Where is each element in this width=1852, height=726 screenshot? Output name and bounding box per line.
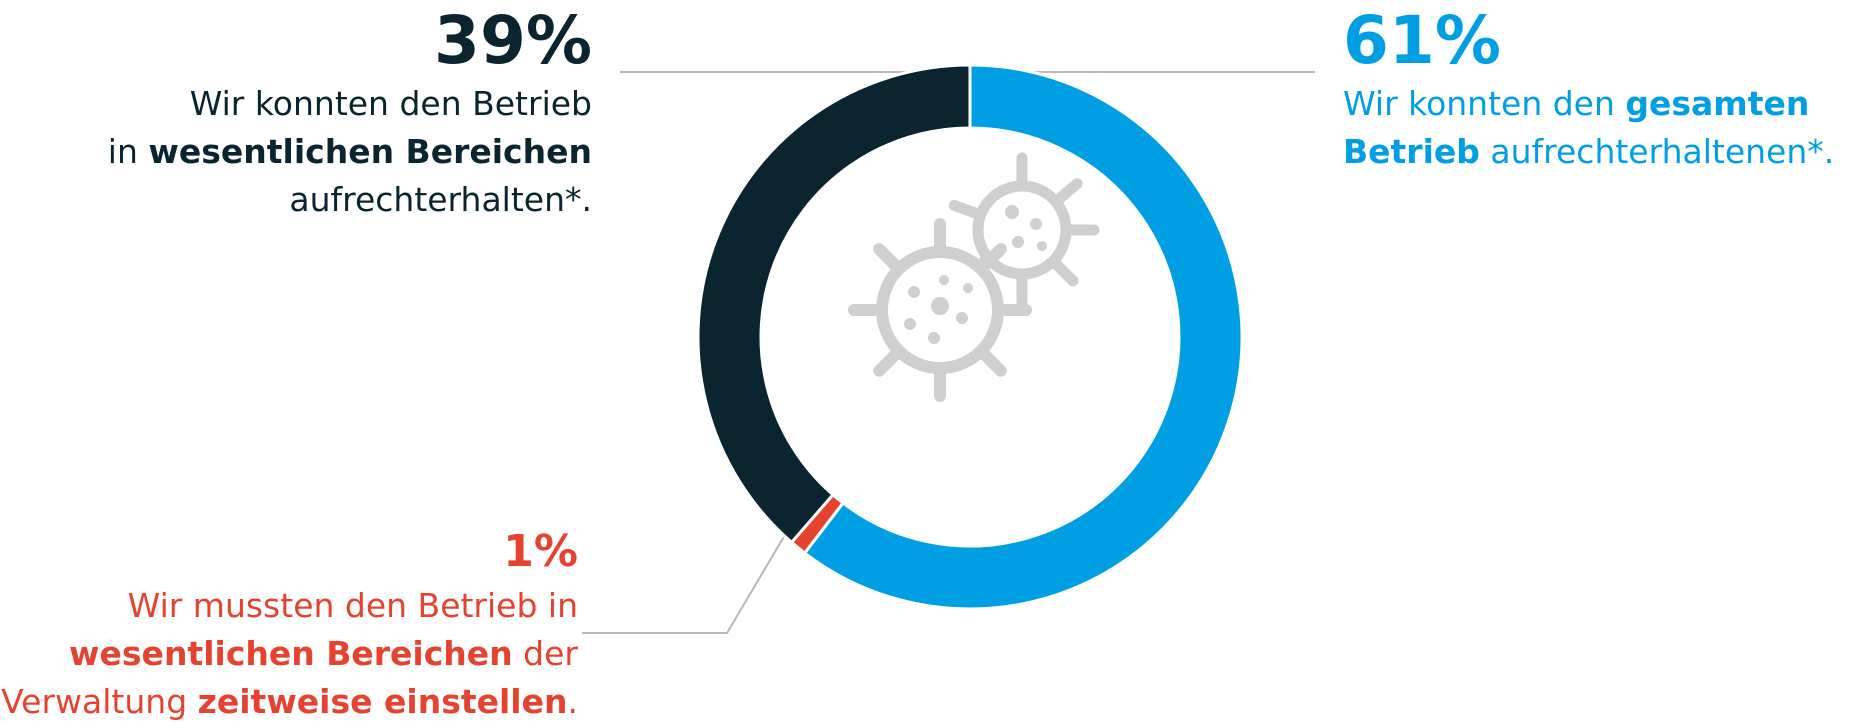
label-1-line-1: Wir mussten den Betrieb in: [127, 586, 578, 625]
label-39-line-2: in wesentlichen Bereichen: [107, 132, 592, 171]
label-61-text: Wir konnten den gesamten Betrieb aufrech…: [1343, 80, 1848, 176]
label-1-percent: 1%: [503, 526, 578, 577]
slice-39-percent: [696, 63, 972, 545]
label-39-line-1: Wir konnten den Betrieb: [189, 84, 592, 123]
label-39-text: Wir konnten den Betrieb in wesentlichen …: [60, 80, 592, 224]
virus-icon: [848, 152, 1100, 402]
label-1-line-3: Verwaltung zeitweise einstellen.: [1, 682, 578, 721]
donut-slices: [696, 63, 1244, 611]
virus-icon-back: [948, 152, 1100, 308]
label-61-percent: 61%: [1343, 2, 1501, 79]
label-1-line-2: wesentlichen Bereichen der: [69, 634, 578, 673]
label-61-line-1: Wir konnten den gesamten: [1343, 84, 1810, 123]
label-61-line-2: Betrieb aufrechterhaltenen*.: [1343, 132, 1835, 171]
slice-61-percent: [802, 63, 1244, 611]
virus-icon-front: [848, 218, 1032, 402]
label-39-line-3: aufrechterhalten*.: [289, 180, 592, 219]
label-1-text: Wir mussten den Betrieb in wesentlichen …: [0, 582, 578, 726]
label-39-percent: 39%: [434, 2, 592, 79]
leader-line-1: [582, 505, 803, 634]
